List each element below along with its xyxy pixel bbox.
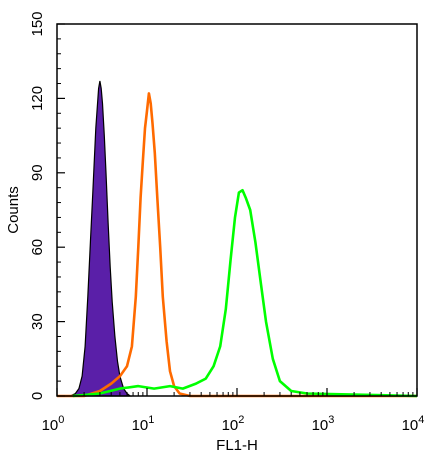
y-axis: 0 30 60 90 120 150: [29, 11, 65, 400]
x-tick-label-4: 104: [402, 414, 425, 434]
x-tick-label-3: 103: [312, 414, 335, 434]
x-tick-label-0: 100: [42, 414, 65, 434]
y-axis-label: Counts: [5, 186, 22, 234]
x-axis-label: FL1-H: [216, 437, 258, 454]
x-tick-label-1: 101: [132, 414, 155, 434]
y-tick-label-1: 30: [29, 313, 46, 330]
series-1-line: [57, 92, 417, 398]
y-tick-label-2: 60: [29, 239, 46, 256]
series-0-area: [69, 80, 132, 397]
x-axis: 100 101 102 103 104: [42, 388, 425, 434]
y-tick-label-5: 150: [29, 11, 46, 36]
x-tick-label-2: 102: [222, 414, 245, 434]
series-2-line: [72, 188, 418, 398]
y-tick-label-4: 120: [29, 86, 46, 111]
y-tick-label-3: 90: [29, 164, 46, 181]
y-tick-label-0: 0: [29, 392, 46, 400]
series-layer: [57, 80, 418, 398]
